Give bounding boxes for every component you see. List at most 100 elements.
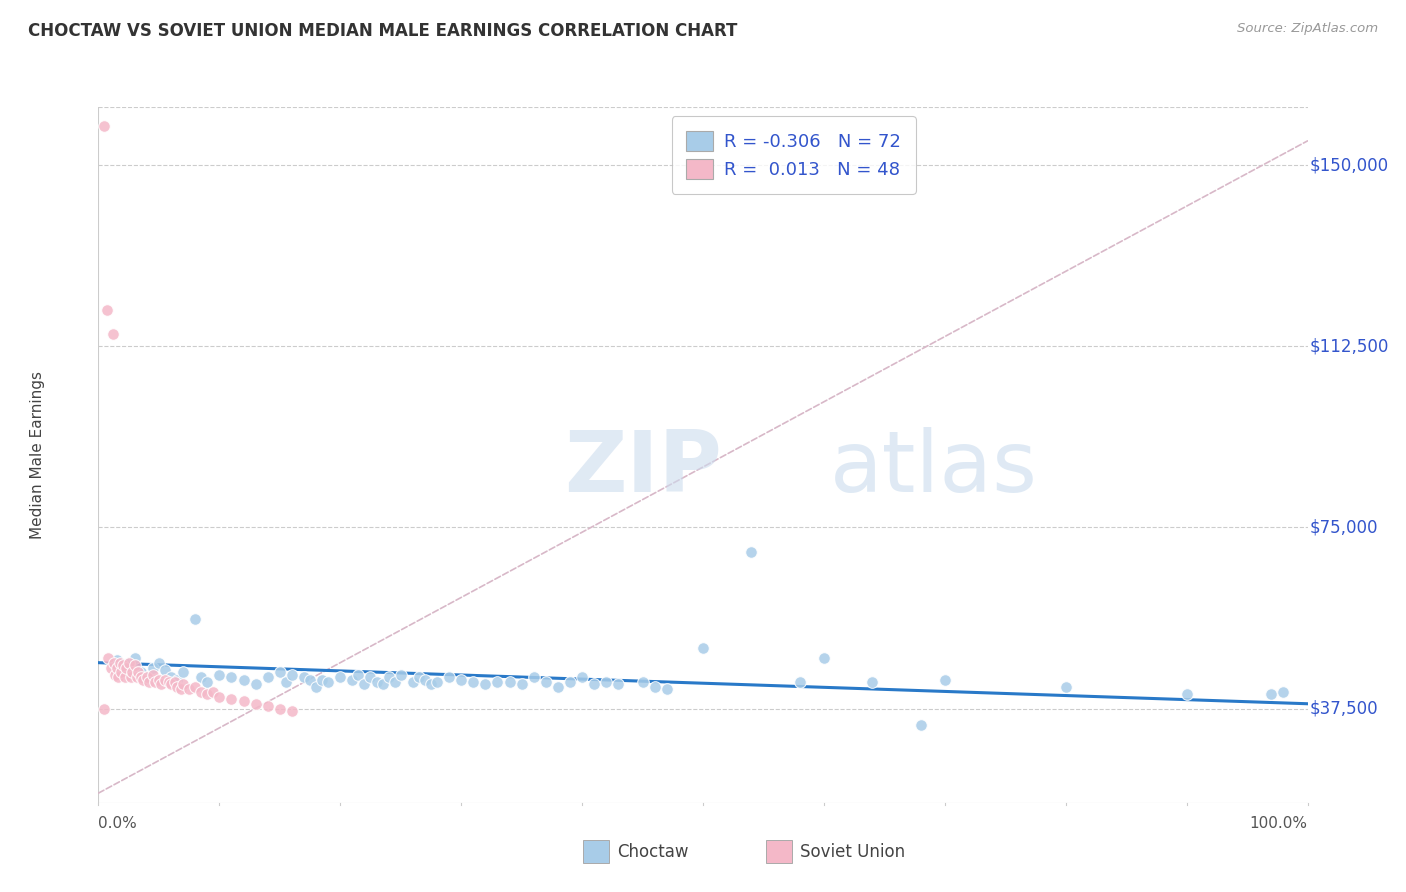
Point xyxy=(377,670,399,684)
Point xyxy=(474,677,496,691)
Point xyxy=(127,670,149,684)
Text: Source: ZipAtlas.com: Source: ZipAtlas.com xyxy=(1237,22,1378,36)
Text: $150,000: $150,000 xyxy=(1310,156,1389,174)
Point xyxy=(124,651,146,665)
Point xyxy=(311,673,333,687)
Legend: R = -0.306   N = 72, R =  0.013   N = 48: R = -0.306 N = 72, R = 0.013 N = 48 xyxy=(672,116,915,194)
Point xyxy=(420,677,443,691)
Point xyxy=(426,675,449,690)
Point xyxy=(316,675,339,690)
Point xyxy=(595,675,617,690)
Point xyxy=(110,665,132,680)
Point xyxy=(111,658,134,673)
Point xyxy=(129,665,152,680)
FancyBboxPatch shape xyxy=(766,840,792,863)
Point xyxy=(153,663,176,677)
Point xyxy=(111,660,134,674)
Point xyxy=(510,677,533,691)
Text: Choctaw: Choctaw xyxy=(617,843,689,861)
Point xyxy=(910,718,932,732)
Point xyxy=(163,675,186,690)
Point xyxy=(157,675,180,690)
Point xyxy=(148,656,170,670)
Point xyxy=(135,670,157,684)
Point xyxy=(813,651,835,665)
Point xyxy=(274,675,297,690)
Point xyxy=(305,680,328,694)
Point xyxy=(437,670,460,684)
Point xyxy=(202,684,225,698)
Point xyxy=(256,699,278,714)
Point xyxy=(190,684,212,698)
Point xyxy=(93,701,115,715)
Point xyxy=(153,673,176,687)
Point xyxy=(195,687,218,701)
Point xyxy=(166,673,188,687)
Point xyxy=(208,667,231,681)
Point xyxy=(107,670,129,684)
Point xyxy=(195,675,218,690)
Point xyxy=(150,677,173,691)
Point xyxy=(256,670,278,684)
Point xyxy=(523,670,546,684)
Point xyxy=(360,670,382,684)
Point xyxy=(281,667,304,681)
Point xyxy=(108,656,131,670)
Point xyxy=(789,675,811,690)
Point xyxy=(166,680,188,694)
Point xyxy=(101,327,124,342)
Point xyxy=(172,665,194,680)
Point xyxy=(571,670,593,684)
Text: ZIP: ZIP xyxy=(564,427,721,510)
Point xyxy=(169,682,191,697)
Point xyxy=(177,682,201,697)
Point xyxy=(389,667,412,681)
Point xyxy=(498,675,520,690)
Point xyxy=(558,675,581,690)
Point xyxy=(342,673,364,687)
Point xyxy=(93,120,115,134)
Point xyxy=(103,656,125,670)
Point xyxy=(138,675,160,690)
Point xyxy=(184,680,207,694)
Point xyxy=(124,658,146,673)
Point xyxy=(114,670,136,684)
Text: CHOCTAW VS SOVIET UNION MEDIAN MALE EARNINGS CORRELATION CHART: CHOCTAW VS SOVIET UNION MEDIAN MALE EARN… xyxy=(28,22,738,40)
Point xyxy=(463,675,485,690)
FancyBboxPatch shape xyxy=(583,840,609,863)
Text: 100.0%: 100.0% xyxy=(1250,816,1308,831)
Point xyxy=(1054,680,1077,694)
Text: $112,500: $112,500 xyxy=(1310,337,1389,355)
Text: $37,500: $37,500 xyxy=(1310,699,1379,717)
Point xyxy=(1272,684,1295,698)
Point xyxy=(353,677,375,691)
Point xyxy=(118,656,141,670)
Point xyxy=(245,697,267,711)
Point xyxy=(692,641,714,656)
Point xyxy=(292,670,315,684)
Point xyxy=(644,680,666,694)
Point xyxy=(208,690,231,704)
Point xyxy=(329,670,352,684)
Point xyxy=(160,670,183,684)
Point xyxy=(221,670,243,684)
Point xyxy=(860,675,883,690)
Point xyxy=(607,677,630,691)
Point xyxy=(96,303,118,318)
Point xyxy=(172,677,194,691)
Point xyxy=(408,670,430,684)
Point xyxy=(1175,687,1198,701)
Point xyxy=(655,682,678,697)
Point xyxy=(534,675,557,690)
Text: $75,000: $75,000 xyxy=(1310,518,1378,536)
Point xyxy=(486,675,509,690)
Point xyxy=(104,667,127,681)
Point xyxy=(740,544,762,558)
Point xyxy=(1260,687,1282,701)
Point xyxy=(120,670,142,684)
Point xyxy=(450,673,472,687)
Point xyxy=(347,667,370,681)
Point xyxy=(934,673,956,687)
Point xyxy=(105,653,128,667)
Point xyxy=(232,694,254,708)
